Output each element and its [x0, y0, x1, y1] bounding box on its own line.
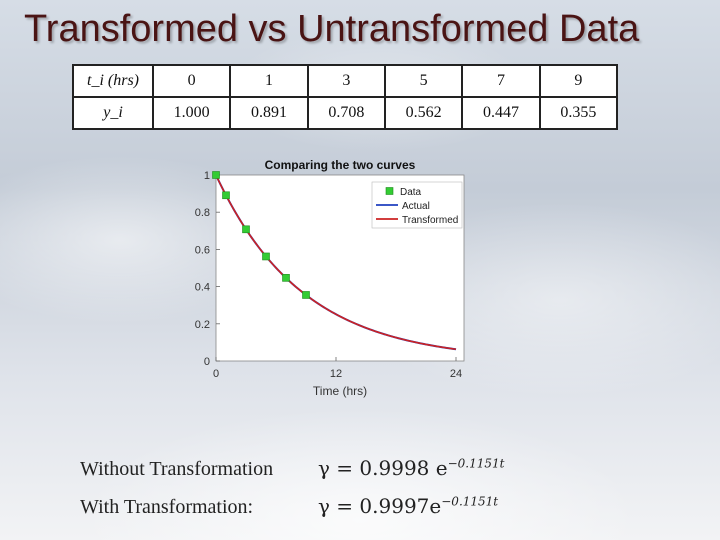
legend-label-actual: Actual [402, 201, 430, 212]
y-ticks: 0 0.2 0.4 0.6 0.8 1 [195, 170, 220, 368]
row-header-time: t_i (hrs) [72, 64, 154, 98]
data-point [302, 291, 310, 299]
curves [215, 174, 457, 351]
y-tick-label: 0.4 [195, 282, 210, 294]
data-point [212, 171, 220, 179]
equation-coefficient: γ = 0.9997e [318, 494, 442, 518]
data-point [282, 274, 290, 282]
table-cell: 1 [229, 64, 309, 98]
table-cell: 0.708 [306, 96, 386, 130]
x-tick-label: 0 [213, 368, 219, 380]
equation-label: With Transformation: [80, 496, 254, 518]
table-cell: 0 [151, 64, 232, 98]
table-cell: 3 [306, 64, 386, 98]
table-cell: 0.355 [538, 96, 619, 130]
table-row: y_i 1.000 0.891 0.708 0.562 0.447 0.355 [72, 96, 619, 130]
table-cell: 1.000 [151, 96, 232, 130]
table-cell: 0.891 [229, 96, 309, 130]
data-markers [212, 171, 310, 299]
legend-label-transformed: Transformed [402, 215, 458, 226]
y-tick-label: 0 [204, 356, 210, 368]
table-cell: 5 [383, 64, 464, 98]
x-tick-label: 24 [450, 368, 462, 380]
legend-label-data: Data [400, 187, 422, 198]
equation-exponent: −0.1151t [441, 494, 499, 509]
equation-expression: γ = 0.9997e−0.1151t [318, 494, 498, 518]
equation-exponent: −0.1151t [447, 456, 505, 471]
table-cell: 9 [538, 64, 619, 98]
decay-chart: Comparing the two curves Time (hrs) 0 0.2… [195, 158, 465, 398]
series-line-transformed [215, 174, 457, 351]
chart-title: Comparing the two curves [265, 158, 416, 172]
equation-without: Without Transformation γ = 0.9998 e−0.115… [80, 456, 504, 481]
y-tick-label: 0.8 [195, 207, 210, 219]
slide-title: Transformed vs Untransformed Data [24, 8, 640, 50]
table-row: t_i (hrs) 0 1 3 5 7 9 [72, 64, 619, 98]
data-table: t_i (hrs) 0 1 3 5 7 9 y_i 1.000 0.891 0.… [72, 64, 619, 130]
x-tick-label: 12 [330, 368, 342, 380]
equation-label: Without Transformation [80, 458, 274, 480]
data-point [222, 191, 230, 200]
table-cell: 7 [461, 64, 541, 98]
equation-expression: γ = 0.9998 e−0.1151t [318, 456, 504, 480]
legend-marker-data [385, 187, 394, 195]
y-tick-label: 0.2 [195, 319, 210, 331]
table-cell: 0.447 [461, 96, 541, 130]
data-point [242, 225, 250, 234]
y-tick-label: 1 [204, 170, 210, 182]
data-point [262, 252, 270, 261]
row-header-gamma: y_i [72, 96, 154, 130]
equation-with: With Transformation: γ = 0.9997e−0.1151t [80, 494, 498, 519]
legend: Data Actual Transformed [371, 181, 463, 229]
y-tick-label: 0.6 [195, 244, 210, 256]
equation-coefficient: γ = 0.9998 e [318, 456, 448, 480]
x-ticks: 0 12 24 [213, 357, 462, 380]
table-cell: 0.562 [383, 96, 464, 130]
x-axis-label: Time (hrs) [313, 384, 367, 398]
